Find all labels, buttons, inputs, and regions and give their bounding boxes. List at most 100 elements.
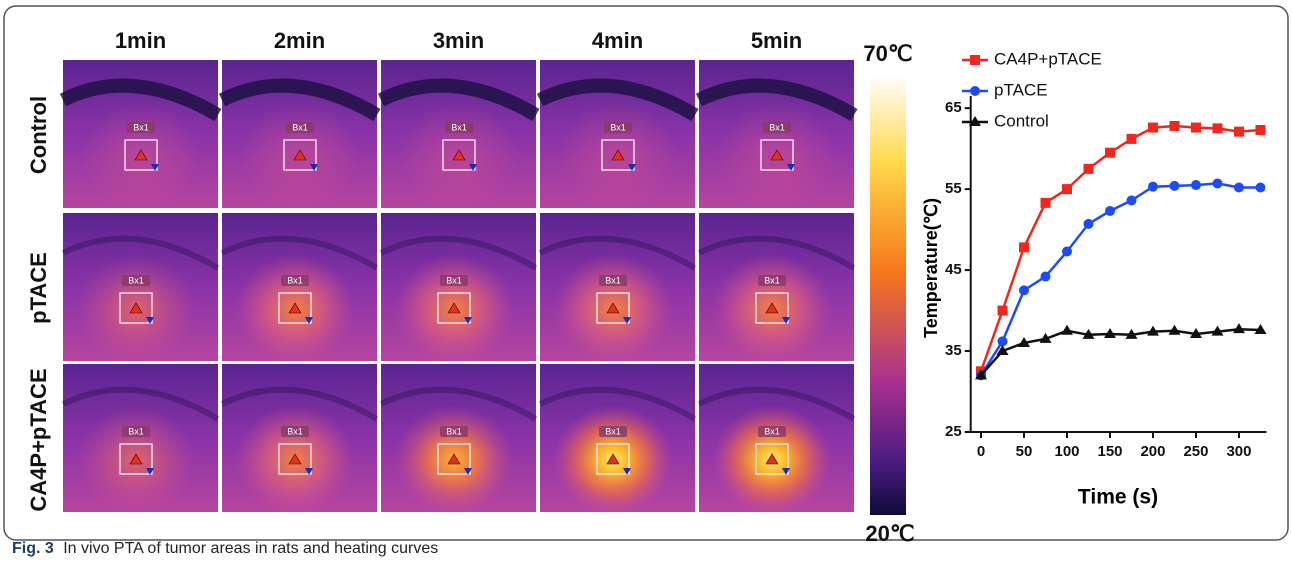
marker: [1254, 323, 1267, 334]
tissue-edge: [538, 235, 697, 271]
marker: [1169, 120, 1180, 131]
marker: [1083, 163, 1094, 174]
roi-box: [119, 443, 153, 475]
roi-label: Bx1: [446, 426, 462, 436]
min-marker: [310, 164, 318, 171]
max-marker: [288, 453, 302, 465]
marker: [969, 116, 981, 126]
min-marker: [146, 317, 154, 324]
marker: [1019, 242, 1030, 253]
min-marker: [782, 468, 790, 475]
legend-label: CA4P+pTACE: [994, 49, 1102, 68]
max-marker: [765, 453, 779, 465]
thermal-panel: 1min 2min 3min 4min 5min Control Bx1 Bx1 Bx1 Bx1 B…: [26, 28, 858, 515]
legend-label: pTACE: [994, 80, 1048, 99]
roi-label: Bx1: [128, 426, 144, 436]
roi-box: [596, 443, 630, 475]
max-marker: [765, 302, 779, 314]
tissue-edge: [220, 235, 379, 271]
roi-box: [760, 139, 794, 171]
roi-label: Bx1: [287, 275, 303, 285]
row-label: CA4P+pTACE: [26, 368, 51, 511]
roi-tag: [281, 275, 309, 286]
roi-tag: [286, 122, 314, 133]
column-header: 5min: [751, 28, 802, 53]
marker: [1083, 218, 1094, 229]
max-marker: [129, 453, 143, 465]
marker: [1040, 271, 1051, 282]
max-marker: [129, 302, 143, 314]
roi-tag: [763, 122, 791, 133]
min-marker: [464, 317, 472, 324]
line-chart: 25 35 45 55 65 0 50 100 150 200 250 300 Temperature(…: [921, 49, 1267, 509]
x-tick-label: 150: [1097, 443, 1122, 460]
x-tick-label: 50: [1016, 443, 1033, 460]
roi-box: [119, 292, 153, 324]
marker: [1040, 197, 1051, 208]
marker: [1212, 123, 1223, 134]
marker: [1212, 178, 1223, 189]
x-tick-label: 100: [1054, 443, 1079, 460]
y-tick-label: 65: [945, 99, 962, 116]
tissue-edge: [697, 235, 856, 271]
tissue-edge: [379, 235, 538, 271]
roi-box: [596, 292, 630, 324]
marker: [1190, 180, 1201, 191]
x-tick-label: 0: [977, 443, 985, 460]
tissue-edge: [536, 78, 699, 122]
max-marker: [293, 149, 307, 161]
marker: [1232, 323, 1245, 334]
marker: [996, 345, 1009, 356]
marker: [1255, 125, 1266, 136]
roi-tag: [281, 426, 309, 437]
max-marker: [134, 149, 148, 161]
roi-tag: [599, 426, 627, 437]
roi-tag: [122, 275, 150, 286]
min-marker: [469, 164, 477, 171]
series-line: [980, 327, 1261, 377]
roi-box: [278, 292, 312, 324]
roi-label: Bx1: [610, 122, 626, 132]
x-tick-label: 200: [1140, 443, 1165, 460]
max-marker: [452, 149, 466, 161]
tissue-edge: [61, 235, 220, 271]
column-header: 1min: [115, 28, 166, 53]
y-tick-label: 55: [945, 180, 962, 197]
marker: [1039, 332, 1052, 343]
roi-tag: [127, 122, 155, 133]
marker: [975, 369, 988, 380]
min-marker: [151, 164, 159, 171]
x-tick-label: 250: [1183, 443, 1208, 460]
legend-label: Control: [994, 111, 1049, 130]
roi-label: Bx1: [769, 122, 785, 132]
min-marker: [305, 317, 313, 324]
max-marker: [447, 453, 461, 465]
marker: [1233, 182, 1244, 193]
roi-tag: [440, 426, 468, 437]
roi-tag: [440, 275, 468, 286]
max-marker: [606, 453, 620, 465]
column-header: 2min: [274, 28, 325, 53]
marker: [1082, 328, 1095, 339]
min-marker: [623, 468, 631, 475]
roi-box: [755, 292, 789, 324]
tissue-edge: [697, 386, 856, 422]
marker: [1019, 285, 1030, 296]
min-marker: [782, 317, 790, 324]
roi-label: Bx1: [764, 426, 780, 436]
roi-label: Bx1: [287, 426, 303, 436]
roi-tag: [445, 122, 473, 133]
caption-text: In vivo PTA of tumor areas in rats and h…: [63, 540, 438, 557]
roi-label: Bx1: [133, 122, 149, 132]
marker: [1126, 195, 1137, 206]
roi-label: Bx1: [764, 275, 780, 285]
roi-box: [278, 443, 312, 475]
marker: [1233, 126, 1244, 137]
tissue-edge: [218, 78, 381, 122]
marker: [1169, 180, 1180, 191]
min-marker: [628, 164, 636, 171]
roi-box: [437, 292, 471, 324]
row-label: pTACE: [26, 252, 51, 324]
marker: [1168, 324, 1181, 335]
min-marker: [787, 164, 795, 171]
